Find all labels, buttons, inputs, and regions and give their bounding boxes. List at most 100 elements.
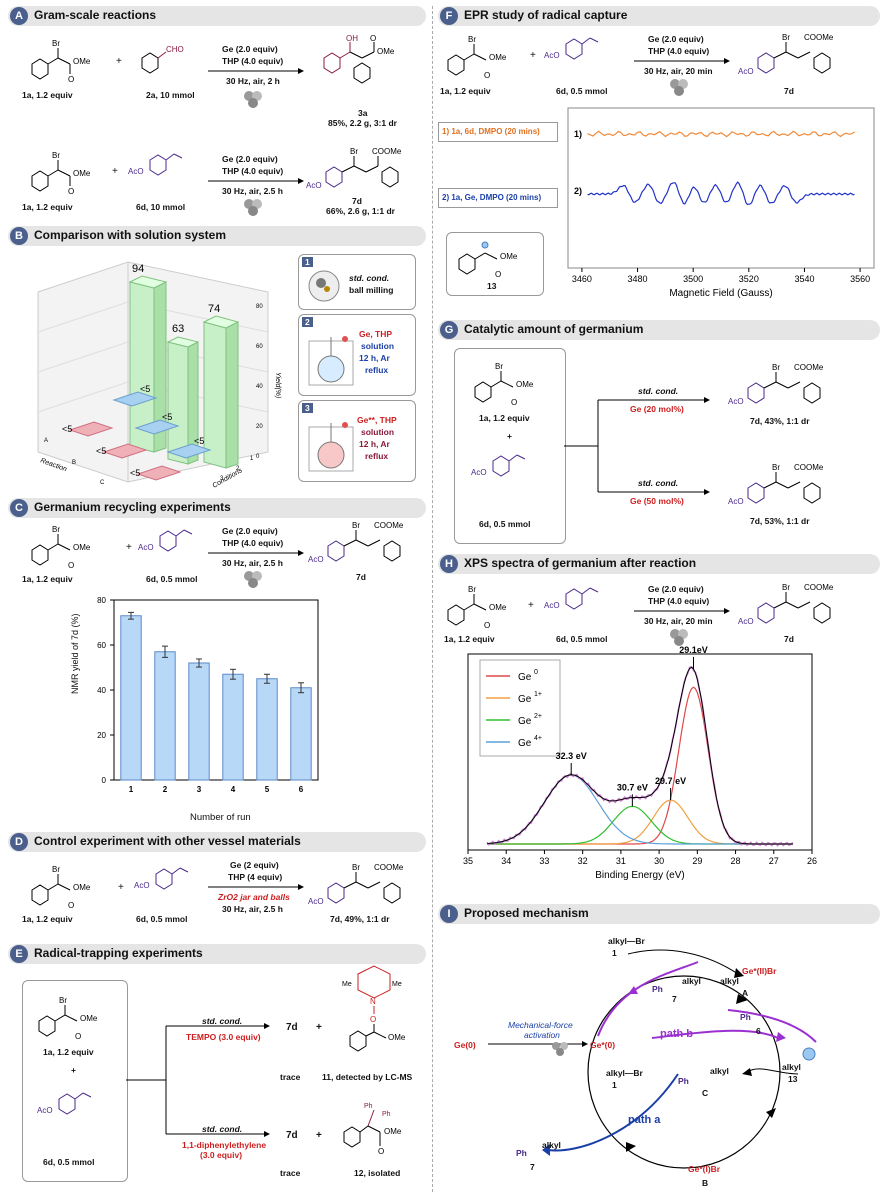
plus: + [118, 882, 124, 893]
sub1-label: 1a, 1.2 equiv [479, 413, 530, 423]
chart-3d-bar: 94 63 74 <5 <5 <5 <5 <5 <5 80 60 40 20 0… [37, 261, 281, 490]
tall-bar [202, 315, 240, 469]
bot-plus: + [316, 1130, 322, 1141]
y-tick: 20 [256, 424, 263, 430]
svg-text:AcO: AcO [738, 67, 754, 76]
alkyl-7-top: alkyl [682, 976, 701, 986]
legend-label: Ge [518, 716, 532, 727]
svg-text:OMe: OMe [73, 543, 91, 552]
x-tick-label: 30 [654, 856, 664, 866]
svg-text:OMe: OMe [500, 252, 518, 261]
small-bar [136, 465, 182, 481]
bot-adduct: 12, isolated [354, 1168, 401, 1178]
svg-text:O: O [495, 270, 501, 279]
svg-text:O: O [370, 1015, 376, 1024]
small-label: <5 [96, 446, 106, 456]
svg-text:Br: Br [352, 863, 360, 872]
svg-text:O: O [484, 621, 490, 630]
condition-text: std. cond. [349, 273, 390, 283]
sub1-label: 1a, 1.2 equiv [444, 634, 495, 644]
x-tick-label: 31 [616, 856, 626, 866]
gestar0-label: Ge*(0) [590, 1040, 616, 1050]
bot-cond: std. cond. [202, 1124, 243, 1134]
condition-number: 1 [302, 257, 313, 267]
panel-title: Catalytic amount of germanium [464, 322, 644, 336]
structure-7d: AcO Br COOMe [308, 521, 404, 564]
svg-text:OMe: OMe [388, 1033, 406, 1042]
panel-d: D Control experiment with other vessel ma… [8, 832, 426, 940]
small-bar [134, 419, 180, 435]
recycling-bar-chart: 0 20 40 60 80 1 2 3 4 5 6 [97, 596, 319, 794]
legend-box-2: 2) 1a, Ge, DMPO (20 mins) [438, 188, 558, 208]
x-tick-label: 4 [231, 785, 236, 794]
x-tick-label: 26 [807, 856, 817, 866]
tall-label: 74 [208, 303, 220, 315]
small-bar [102, 443, 148, 459]
structure-2a: CHO [141, 45, 184, 74]
r1-product: 3a [358, 108, 368, 118]
reagent1: Ge (2 equiv) [230, 860, 279, 870]
svg-text:AcO: AcO [308, 897, 324, 906]
panel-title: Germanium recycling experiments [34, 500, 231, 514]
structure-7d: AcO Br COOMe [738, 33, 834, 76]
bar [290, 687, 312, 781]
bot-ge-loading: Ge (50 mol%) [630, 496, 684, 506]
svg-text:Br: Br [468, 585, 476, 594]
svg-text:OMe: OMe [73, 169, 91, 178]
B-label: B [702, 1178, 709, 1188]
epr-spectrum: 3460 3480 3500 3520 3540 3560 Magnetic Field (… [567, 107, 875, 299]
bar [188, 662, 210, 781]
r2-condition: 30 Hz, air, 2.5 h [222, 186, 283, 196]
plus: + [528, 600, 534, 611]
series-1-label: 1) [574, 129, 582, 139]
svg-text:OMe: OMe [516, 380, 534, 389]
x-tick-label: 3560 [850, 274, 870, 284]
peak-label: 29.7 eV [655, 776, 686, 786]
condition-number: 2 [302, 317, 313, 327]
plus: + [116, 56, 122, 67]
sub2-label: 6d, 0.5 mmol [479, 519, 531, 529]
x-axis-label: Magnetic Field (Gauss) [669, 288, 772, 299]
small-label: <5 [194, 436, 204, 446]
svg-text:AcO: AcO [128, 167, 144, 176]
structure-1a: Br OMe O [447, 585, 507, 630]
top-product: 7d [286, 1022, 298, 1033]
sub2-label: 6d, 0.5 mmol [556, 86, 608, 96]
top-ge-loading: Ge (20 mol%) [630, 404, 684, 414]
structure-3a: OH OOMe [323, 34, 395, 84]
thirteen-label: 13 [788, 1074, 798, 1084]
structure-7d: AcO Br COOMe [728, 363, 824, 406]
panel-i: I Proposed mechanism alkyl—Br 1 Ge(0) Mec… [438, 904, 880, 1192]
alkyl-br-top: alkyl—Br [608, 936, 645, 946]
reagent2: THP (4.0 equiv) [222, 538, 284, 548]
r1-reagent2: THP (4.0 equiv) [222, 56, 284, 66]
branch-arrows [564, 397, 710, 495]
panel-title: Comparison with solution system [34, 228, 227, 242]
legend-1-text: 1) 1a, 6d, DMPO (20 mins) [442, 127, 540, 136]
svg-text:Me: Me [392, 981, 402, 988]
bot-trace: trace [280, 1168, 301, 1178]
yield: 7d, 49%, 1:1 dr [330, 914, 390, 924]
series-1-line [587, 130, 855, 138]
legend-label: Ge [518, 672, 532, 683]
panel-f: F EPR study of radical capture Br OMe O 1a,… [438, 6, 880, 308]
activation-2: activation [524, 1030, 560, 1040]
top-plus: + [316, 1022, 322, 1033]
reagent1: Ge (2.0 equiv) [648, 34, 704, 44]
panel-b: B Comparison with solution system 94 63 7… [8, 226, 426, 494]
legend-box-1: 1) 1a, 6d, DMPO (20 mins) [438, 122, 558, 142]
reaction-arrow [208, 178, 304, 184]
small-label: <5 [62, 424, 72, 434]
product: 7d [784, 86, 794, 96]
condition-box-1: 1 std. cond. ball milling [298, 254, 416, 310]
y-axis-label: Yield(%) [274, 372, 281, 398]
x-tick-label: 27 [769, 856, 779, 866]
panel-title: Control experiment with other vessel mat… [34, 834, 301, 848]
condition-text: solution [361, 427, 395, 437]
xps-spectrum: 35 34 33 32 31 30 29 28 27 26 Binding Energy (eV) G… [463, 645, 817, 881]
svg-text:O: O [68, 561, 74, 570]
svg-text:Br: Br [52, 151, 60, 160]
flask-icon [308, 422, 354, 472]
legend-superscript: 0 [534, 669, 538, 676]
seven-bot: 7 [530, 1162, 535, 1172]
